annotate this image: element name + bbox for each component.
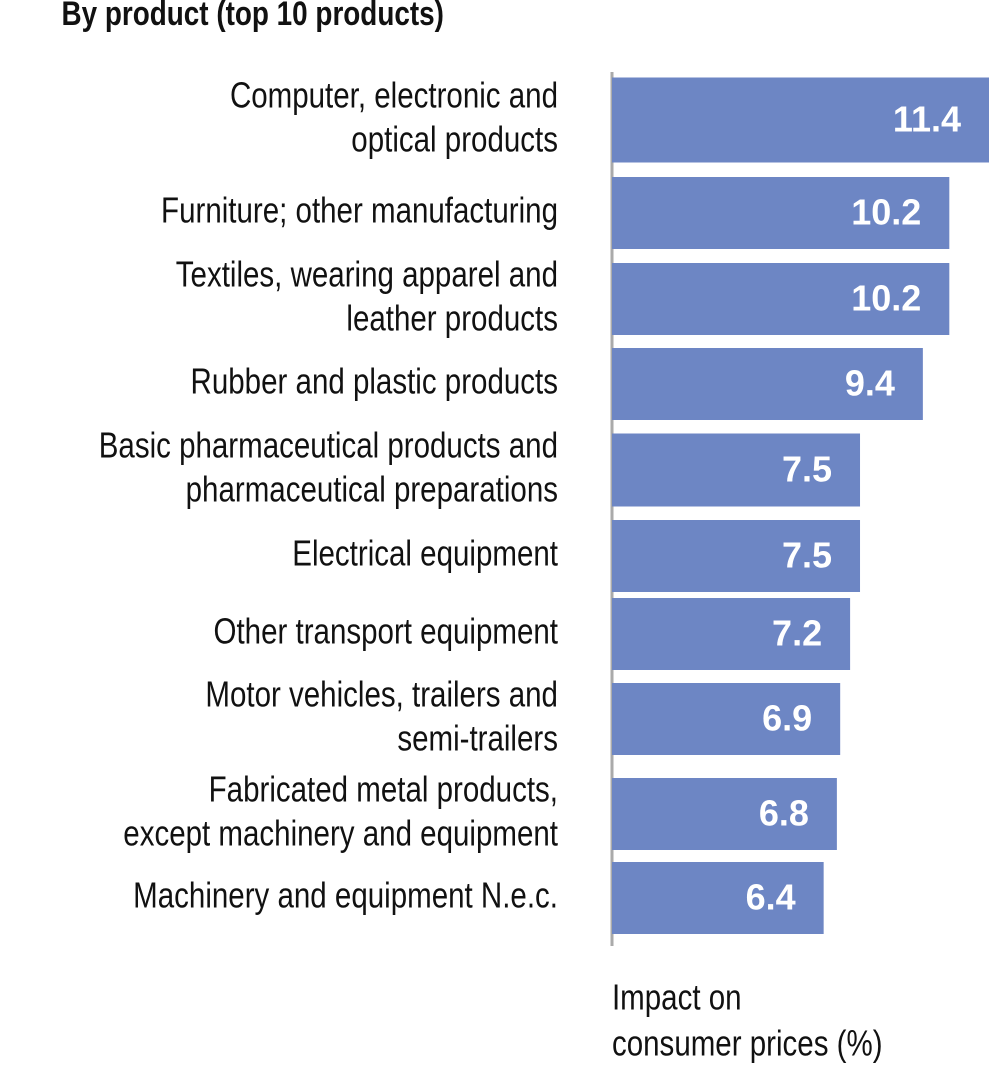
- chart-title: By product (top 10 products): [62, 0, 444, 33]
- category-label: Machinery and equipment N.e.c.: [133, 875, 558, 915]
- bar: [612, 77, 989, 163]
- bar: [612, 683, 841, 755]
- category-label: Fabricated metal products,: [209, 769, 558, 809]
- category-label: Textiles, wearing apparel and: [176, 254, 558, 294]
- category-label: except machinery and equipment: [123, 813, 558, 853]
- value-label: 7.2: [772, 613, 822, 654]
- value-label: 6.4: [746, 877, 796, 918]
- category-label: Furniture; other manufacturing: [161, 190, 558, 230]
- axis-title-group: Impact on consumer prices (%): [612, 977, 883, 1063]
- value-label: 6.8: [759, 793, 809, 834]
- category-label: Basic pharmaceutical products and: [99, 425, 558, 465]
- axis-title: consumer prices (%): [612, 1023, 883, 1063]
- category-label: Computer, electronic and: [230, 75, 558, 115]
- category-label: Electrical equipment: [292, 533, 558, 573]
- category-label: semi-trailers: [397, 718, 558, 758]
- value-label: 9.4: [845, 363, 895, 404]
- bar: [612, 177, 950, 249]
- bar: [612, 433, 861, 507]
- axis-title: Impact on: [612, 977, 742, 1017]
- title-group: By product (top 10 products): [62, 0, 444, 33]
- value-label: 10.2: [851, 192, 921, 233]
- bar: [612, 598, 851, 670]
- category-label: pharmaceutical preparations: [186, 469, 558, 509]
- value-label: 10.2: [851, 278, 921, 319]
- category-label: optical products: [351, 119, 558, 159]
- value-label: 6.9: [762, 698, 812, 739]
- value-label: 11.4: [893, 99, 961, 140]
- value-label: 7.5: [782, 535, 832, 576]
- bar: [612, 348, 923, 420]
- bar: [612, 520, 861, 592]
- bar: [612, 263, 950, 335]
- bar: [612, 778, 837, 850]
- category-label: leather products: [346, 298, 558, 338]
- category-label: Other transport equipment: [214, 611, 558, 651]
- value-label: 7.5: [782, 449, 832, 490]
- category-label: Rubber and plastic products: [191, 361, 558, 401]
- bar: [612, 862, 824, 934]
- category-label: Motor vehicles, trailers and: [205, 674, 558, 714]
